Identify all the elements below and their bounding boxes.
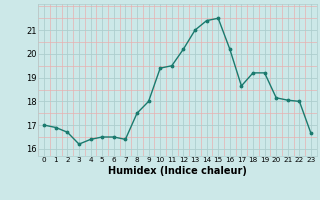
- X-axis label: Humidex (Indice chaleur): Humidex (Indice chaleur): [108, 166, 247, 176]
